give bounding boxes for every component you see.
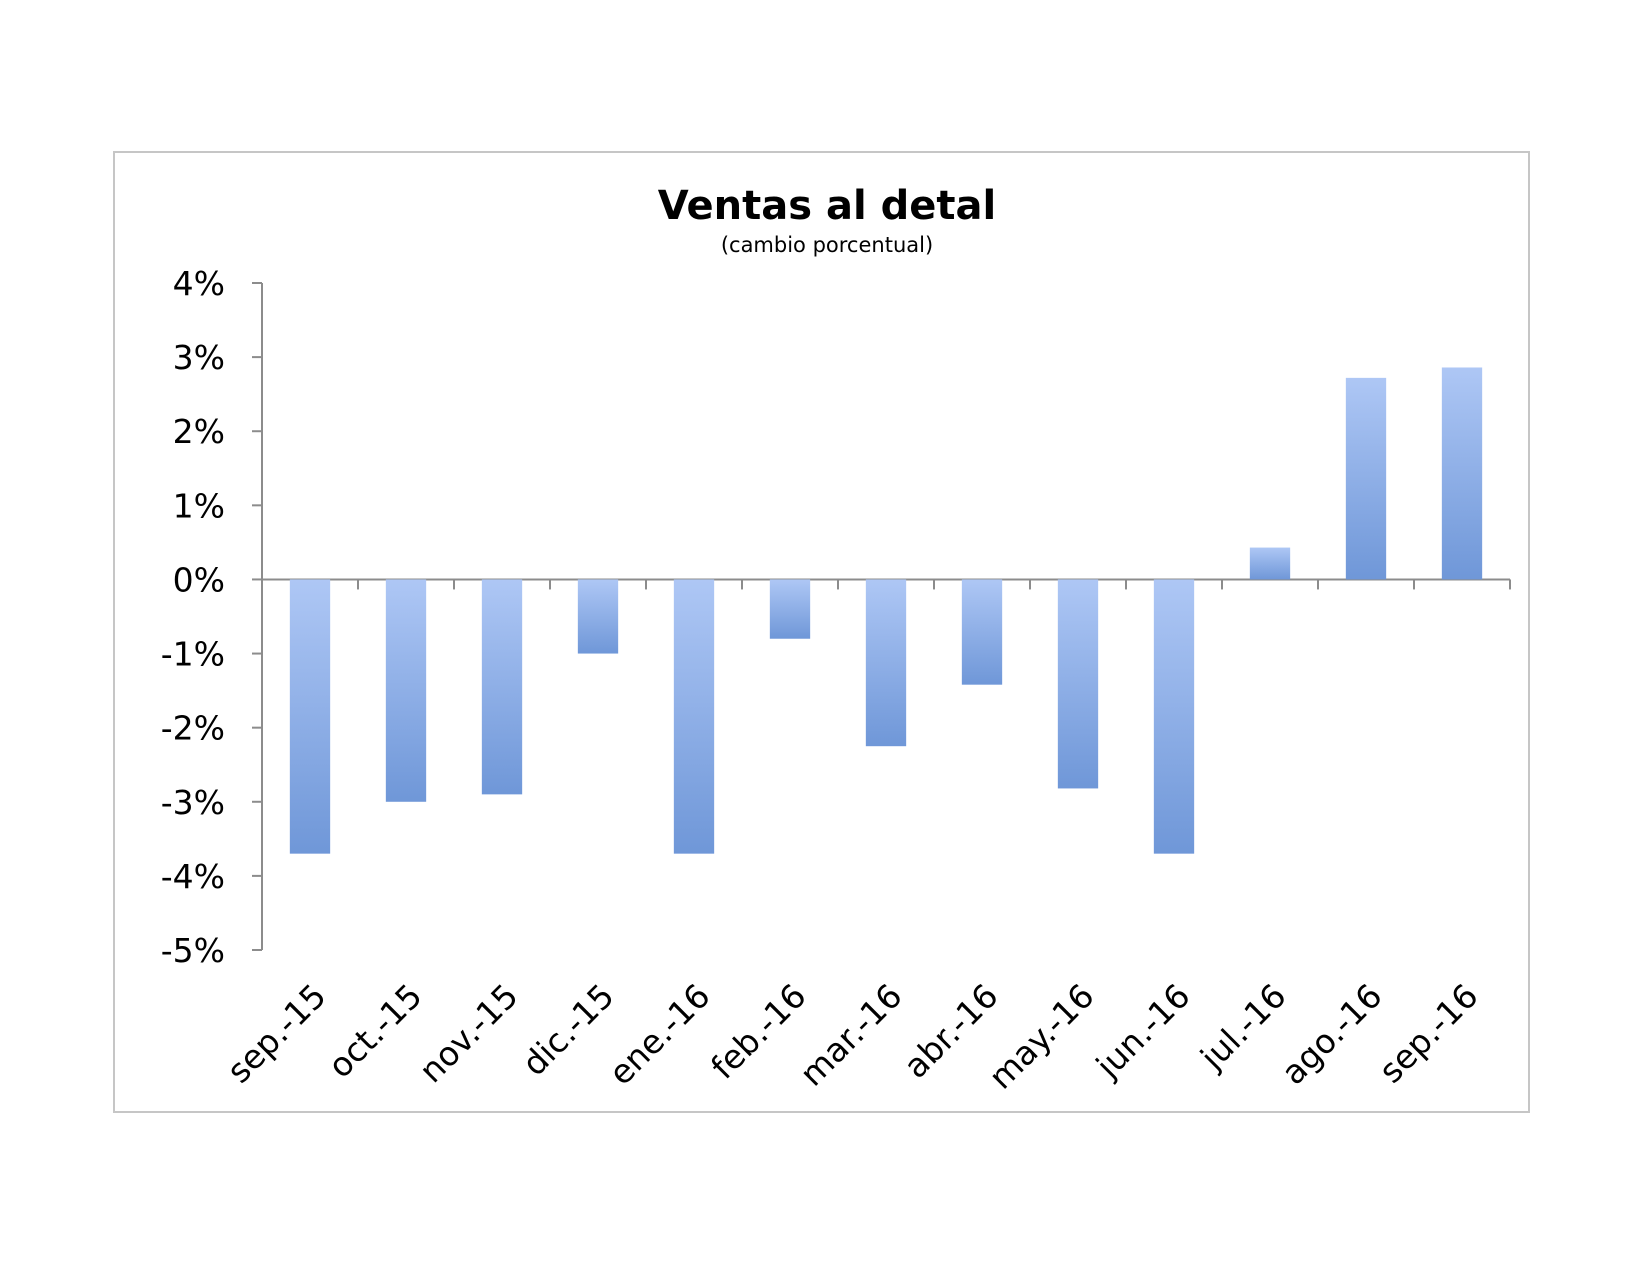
y-tick-labels: 4% 3% 2% 1% 0% -1% -2% -3% -4% -5% [161,264,225,970]
chart-subtitle: (cambio porcentual) [721,233,933,257]
bar-nov.-15 [481,579,523,795]
axes [252,282,1511,951]
y-tick-label: 0% [173,560,225,599]
x-tick-label: sep.-15 [219,976,333,1090]
chart-svg: Ventas al detal (cambio porcentual) 4% 3%… [161,183,1511,1097]
x-tick-label: ene.-16 [601,976,718,1093]
bars [289,367,1483,854]
x-tick-label: mar.-16 [792,976,910,1094]
chart-title: Ventas al detal [658,183,996,229]
y-tick-label: -5% [161,931,225,970]
x-tick-label: nov.-15 [411,976,525,1090]
bar-sep.-15 [289,579,331,854]
y-tick-label: 1% [173,486,225,525]
bar-feb.-16 [769,579,811,639]
y-tick-label: -3% [161,783,225,822]
bar-jun.-16 [1153,579,1195,854]
bar-ago.-16 [1345,377,1387,580]
y-tick-label: -1% [161,635,225,674]
bar-sep.-16 [1441,367,1483,580]
bar-may.-16 [1057,579,1099,789]
bar-jul.-16 [1249,547,1291,580]
y-tick-label: 2% [173,412,225,451]
y-tick-label: 3% [173,338,225,377]
bar-ene.-16 [673,579,715,854]
y-tick-label: 4% [173,264,225,303]
chart-frame: Ventas al detal (cambio porcentual) 4% 3%… [113,151,1530,1113]
y-tick-label: -2% [161,709,225,748]
y-tick-label: -4% [161,857,225,896]
x-tick-label: jun.-16 [1088,976,1198,1086]
bar-abr.-16 [961,579,1003,685]
x-tick-label: oct.-15 [320,976,429,1085]
x-tick-label: may.-16 [981,976,1102,1097]
x-tick-labels: sep.-15oct.-15nov.-15dic.-15ene.-16feb.-… [219,976,1485,1097]
x-tick-label: ago.-16 [1274,976,1390,1092]
bar-oct.-15 [385,579,427,802]
bar-dic.-15 [577,579,619,654]
bar-mar.-16 [865,579,907,747]
x-tick-label: sep.-16 [1371,976,1485,1090]
